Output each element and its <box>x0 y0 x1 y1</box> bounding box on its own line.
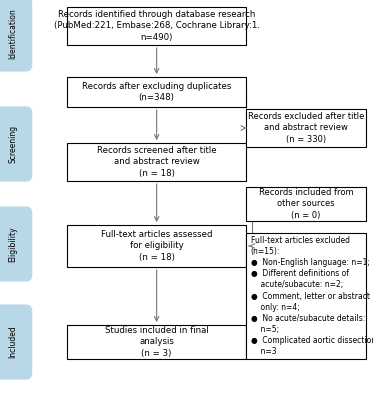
FancyBboxPatch shape <box>67 77 246 107</box>
FancyBboxPatch shape <box>0 207 32 281</box>
FancyBboxPatch shape <box>0 305 32 379</box>
Text: Eligibility: Eligibility <box>9 226 18 262</box>
Text: Records identified through database research
(PubMed:221, Embase:268, Cochrane L: Records identified through database rese… <box>54 10 260 42</box>
FancyBboxPatch shape <box>0 0 32 71</box>
Text: Full-text articles excluded
(n=15):
●  Non-English language: n=1;
●  Different d: Full-text articles excluded (n=15): ● No… <box>251 236 373 356</box>
Text: Records excluded after title
and abstract review
(n = 330): Records excluded after title and abstrac… <box>248 112 364 144</box>
Text: Records included from
other sources
(n = 0): Records included from other sources (n =… <box>258 188 353 220</box>
Text: Screening: Screening <box>9 125 18 163</box>
FancyBboxPatch shape <box>67 143 246 181</box>
FancyBboxPatch shape <box>246 233 366 359</box>
FancyBboxPatch shape <box>246 187 366 221</box>
Text: Identification: Identification <box>9 9 18 59</box>
Text: Studies included in final
analysis
(n = 3): Studies included in final analysis (n = … <box>105 326 209 358</box>
FancyBboxPatch shape <box>67 225 246 267</box>
FancyBboxPatch shape <box>67 7 246 45</box>
Text: Records after excluding duplicates
(n=348): Records after excluding duplicates (n=34… <box>82 82 231 102</box>
Text: Full-text articles assessed
for eligibility
(n = 18): Full-text articles assessed for eligibil… <box>101 230 212 262</box>
Text: Records screened after title
and abstract review
(n = 18): Records screened after title and abstrac… <box>97 146 216 178</box>
FancyBboxPatch shape <box>0 107 32 181</box>
FancyBboxPatch shape <box>67 325 246 359</box>
Text: Included: Included <box>9 326 18 358</box>
FancyBboxPatch shape <box>246 109 366 147</box>
